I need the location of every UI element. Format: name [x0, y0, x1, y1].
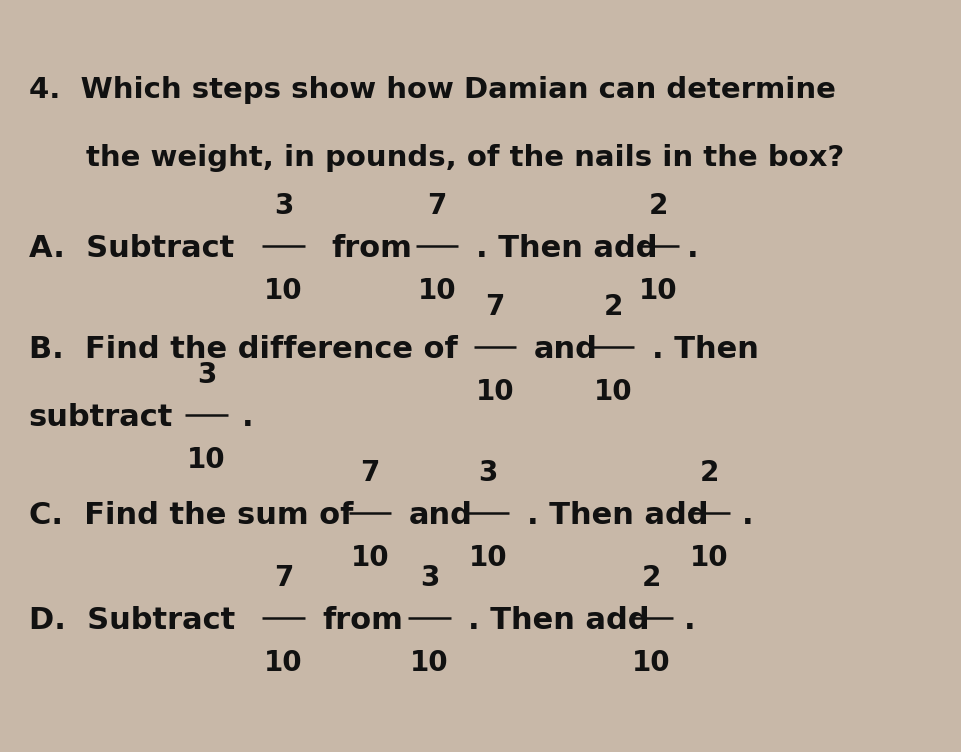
Text: 10: 10 — [187, 446, 226, 474]
Text: .: . — [742, 501, 753, 529]
Text: 3: 3 — [197, 361, 216, 389]
Text: .: . — [684, 606, 696, 635]
Text: 3: 3 — [274, 192, 293, 220]
Text: 7: 7 — [428, 192, 447, 220]
Text: 2: 2 — [642, 564, 661, 592]
Text: 10: 10 — [690, 544, 728, 572]
Text: 7: 7 — [360, 459, 380, 487]
Text: 10: 10 — [418, 277, 456, 305]
Text: A.  Subtract: A. Subtract — [29, 234, 234, 262]
Text: . Then add: . Then add — [527, 501, 708, 529]
Text: subtract: subtract — [29, 403, 173, 432]
Text: 4.  Which steps show how Damian can determine: 4. Which steps show how Damian can deter… — [29, 76, 836, 105]
Text: . Then add: . Then add — [476, 234, 657, 262]
Text: 10: 10 — [594, 378, 632, 406]
Text: 10: 10 — [639, 277, 678, 305]
Text: 10: 10 — [469, 544, 507, 572]
Text: 10: 10 — [632, 649, 671, 677]
Text: 10: 10 — [351, 544, 389, 572]
Text: .: . — [242, 403, 254, 432]
Text: .: . — [687, 234, 699, 262]
Text: . Then add: . Then add — [468, 606, 650, 635]
Text: and: and — [408, 501, 472, 529]
Text: 10: 10 — [410, 649, 449, 677]
Text: C.  Find the sum of: C. Find the sum of — [29, 501, 354, 529]
Text: 10: 10 — [476, 378, 514, 406]
Text: 2: 2 — [649, 192, 668, 220]
Text: 7: 7 — [485, 293, 505, 321]
Text: and: and — [533, 335, 597, 364]
Text: from: from — [332, 234, 412, 262]
Text: 10: 10 — [264, 277, 303, 305]
Text: 3: 3 — [420, 564, 439, 592]
Text: B.  Find the difference of: B. Find the difference of — [29, 335, 457, 364]
Text: 7: 7 — [274, 564, 293, 592]
Text: 2: 2 — [700, 459, 719, 487]
Text: 10: 10 — [264, 649, 303, 677]
Text: 2: 2 — [604, 293, 623, 321]
Text: . Then: . Then — [652, 335, 758, 364]
Text: the weight, in pounds, of the nails in the box?: the weight, in pounds, of the nails in t… — [86, 144, 845, 172]
Text: 3: 3 — [479, 459, 498, 487]
Text: from: from — [322, 606, 403, 635]
Text: D.  Subtract: D. Subtract — [29, 606, 235, 635]
